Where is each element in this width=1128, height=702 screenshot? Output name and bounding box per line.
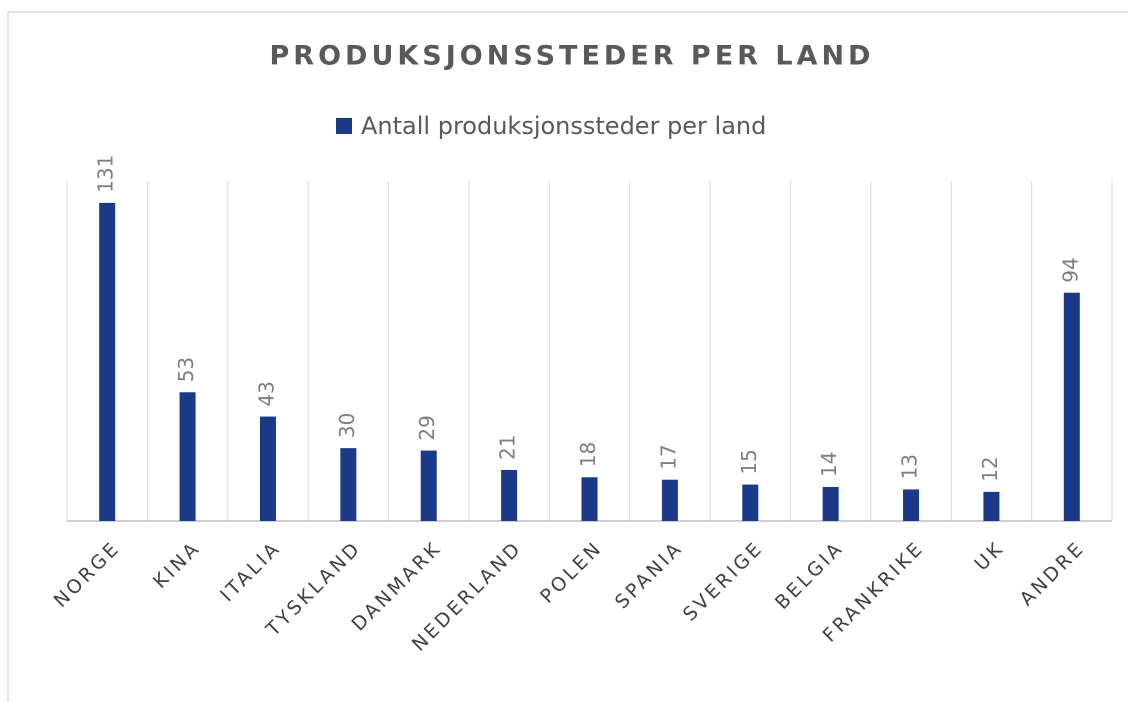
x-tick-label: NORGE (50, 537, 125, 612)
bar (983, 491, 1000, 521)
data-label: 53 (174, 357, 198, 382)
data-label: 94 (1058, 257, 1082, 282)
bar (99, 202, 116, 521)
data-label: 15 (737, 449, 761, 474)
bar (742, 484, 759, 521)
bar (822, 487, 839, 521)
bar (581, 477, 598, 521)
data-label: 43 (254, 381, 278, 406)
bar (661, 479, 678, 521)
bar (903, 489, 920, 521)
data-label: 29 (415, 415, 439, 440)
legend-label: Antall produksjonssteder per land (361, 112, 766, 140)
data-label: 30 (335, 413, 359, 438)
data-label: 17 (656, 444, 680, 469)
x-tick-label: POLEN (536, 537, 607, 608)
data-label: 131 (94, 155, 118, 193)
x-tick-label: SPANIA (611, 537, 687, 613)
x-tick-label: KINA (149, 537, 205, 593)
chart-frame (7, 11, 1128, 702)
bar (1063, 292, 1080, 521)
x-tick-label: UK (970, 537, 1008, 575)
data-label: 18 (576, 442, 600, 467)
x-tick-label: ITALIA (216, 537, 285, 606)
bar (501, 470, 518, 521)
data-label: 12 (978, 456, 1002, 481)
data-label: 14 (817, 452, 841, 477)
x-tick-label: ANDRE (1016, 537, 1090, 611)
data-label: 13 (898, 454, 922, 479)
bar (420, 450, 437, 521)
x-tick-label: BELGIA (771, 537, 848, 614)
bar (340, 448, 357, 521)
x-tick-label: SVERIGE (679, 537, 768, 626)
bar (259, 416, 276, 521)
legend-swatch (336, 118, 352, 134)
bar (179, 392, 196, 521)
data-label: 21 (496, 435, 520, 460)
chart-title: PRODUKSJONSSTEDER PER LAND (270, 41, 875, 72)
